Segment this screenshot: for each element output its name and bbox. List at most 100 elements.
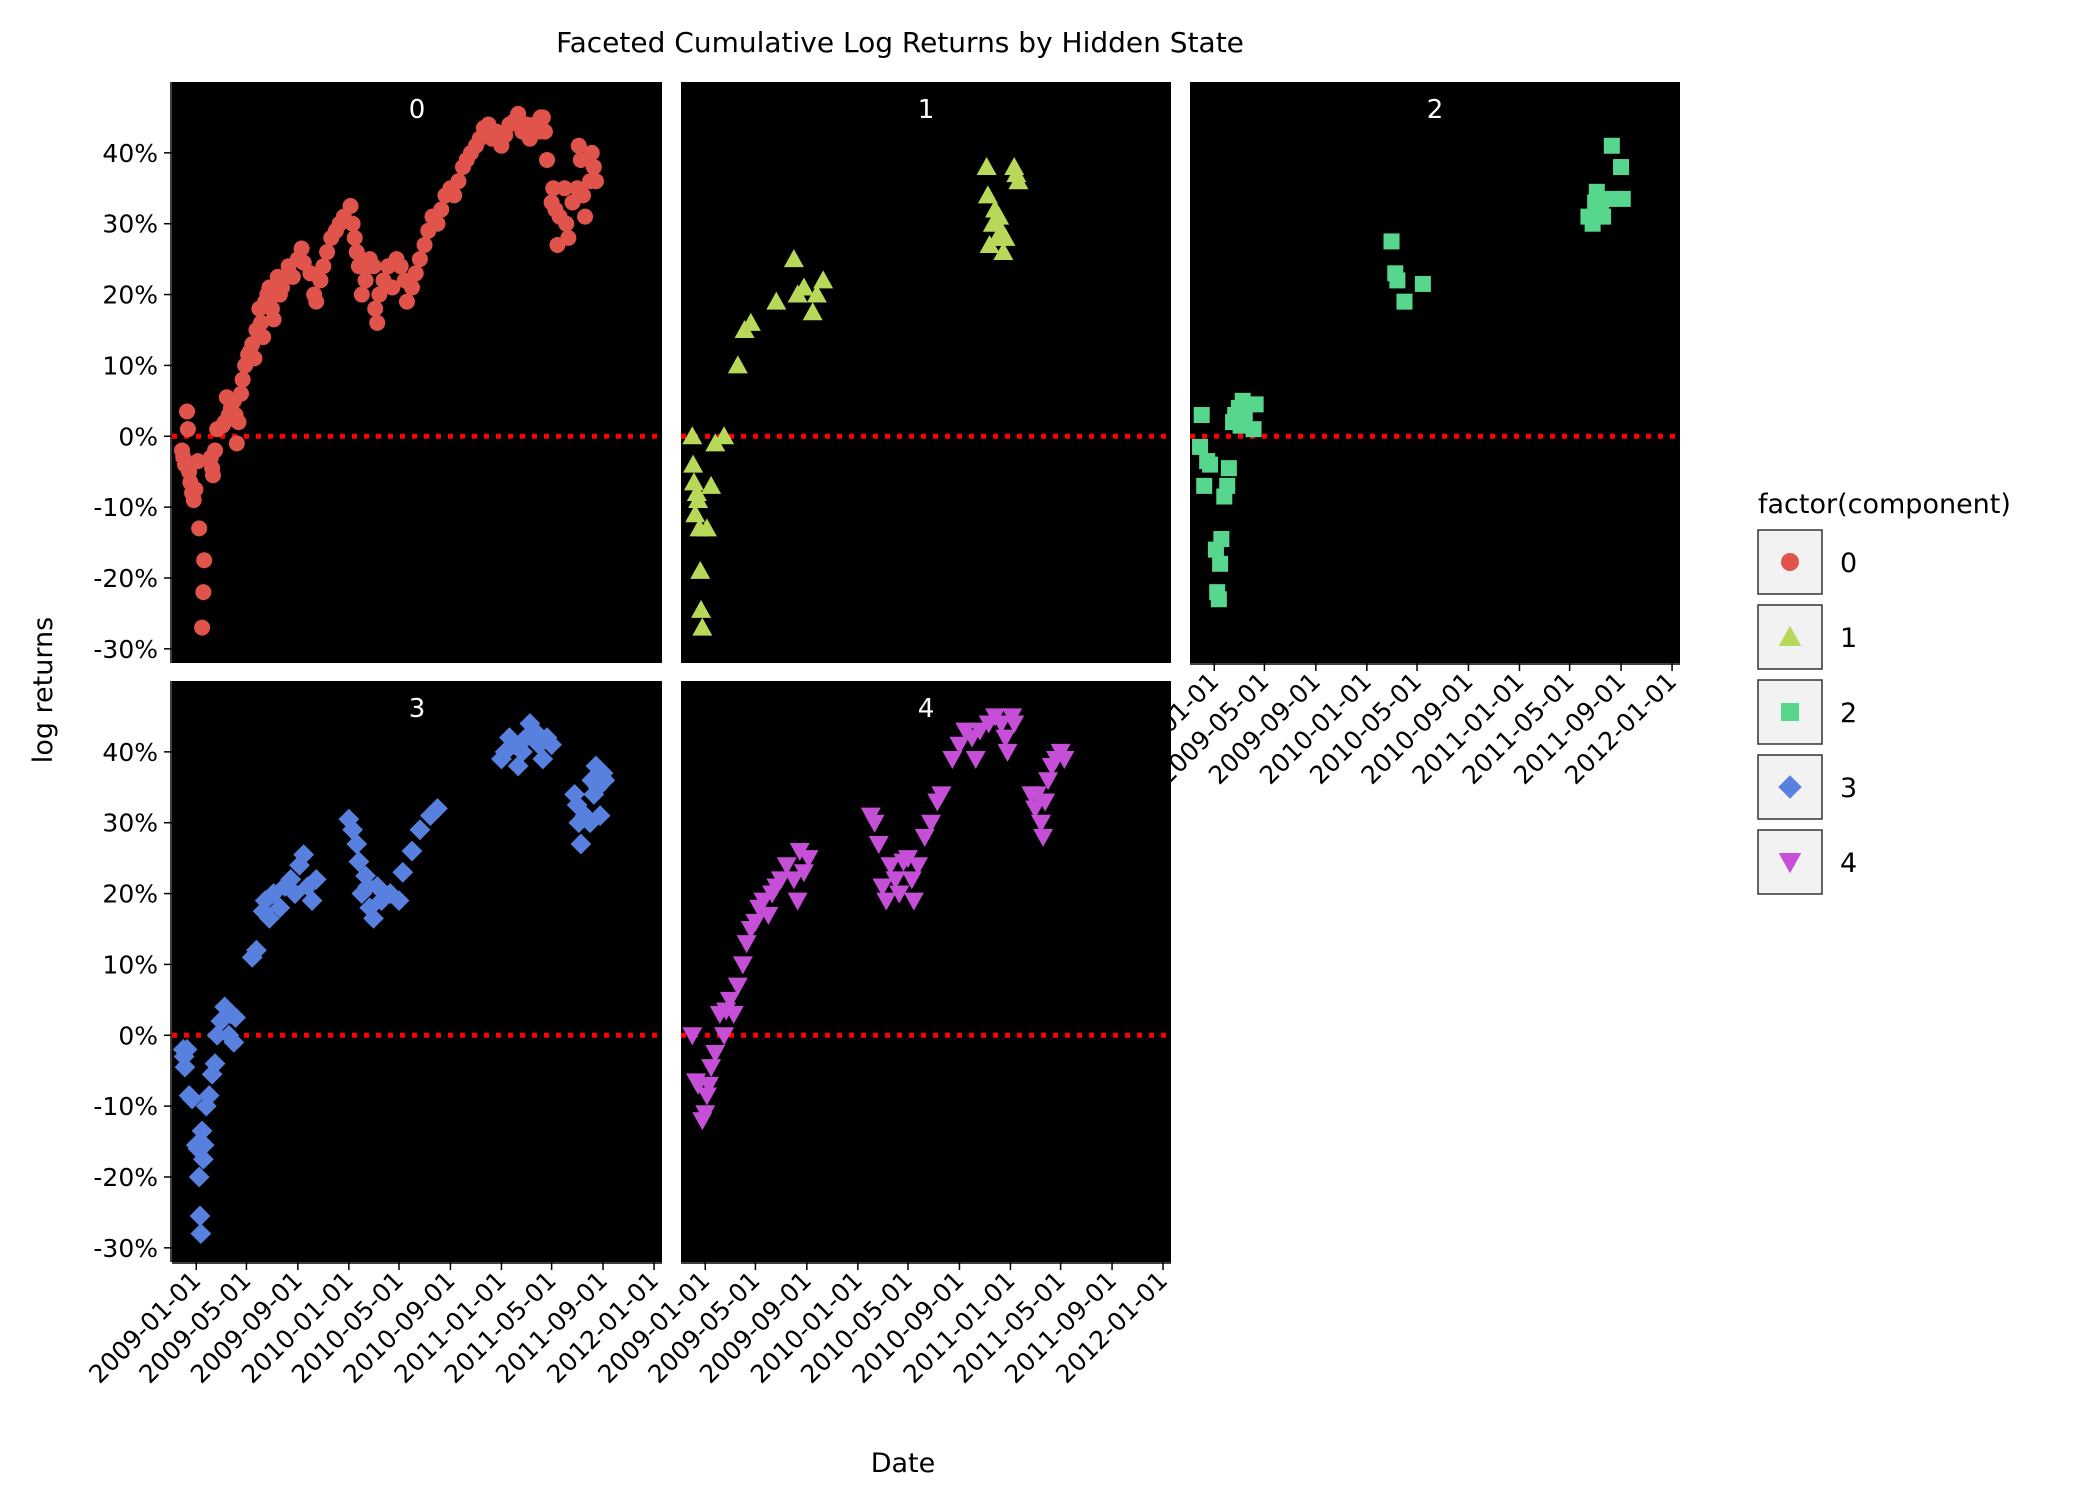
data-points — [174, 105, 604, 636]
data-point — [198, 1085, 220, 1106]
data-point — [1245, 421, 1262, 438]
data-point — [889, 885, 910, 904]
data-point — [872, 878, 893, 897]
data-point — [585, 159, 602, 176]
legend-marker — [1778, 775, 1802, 799]
legend-item-0: 0 — [1757, 529, 1857, 595]
data-point — [1202, 456, 1219, 473]
legend-label: 4 — [1840, 848, 1857, 879]
data-point — [556, 180, 573, 197]
data-point — [511, 741, 533, 763]
data-point — [301, 890, 323, 912]
y-tick-label: -30% — [93, 635, 158, 664]
data-points — [172, 713, 616, 1245]
data-point — [195, 584, 212, 601]
data-point — [246, 939, 267, 961]
data-point — [401, 840, 423, 862]
x-axis-title: Date — [871, 1448, 936, 1479]
data-point — [342, 197, 359, 214]
data-point — [416, 236, 433, 253]
data-point — [949, 736, 970, 755]
data-point — [348, 244, 365, 261]
data-point — [207, 442, 224, 459]
data-point — [688, 490, 709, 509]
data-point — [783, 871, 804, 890]
data-point — [187, 481, 204, 498]
y-axis: -30% -20% -10% 0% 10% 20% 30% 40% — [93, 82, 172, 664]
facet-panels: 0-30%-20%-10%0%10%20%30%40%122009-01-012… — [83, 82, 1682, 1389]
data-point — [685, 504, 706, 523]
data-point — [191, 1120, 213, 1142]
data-point — [1030, 814, 1051, 833]
facet-panel-4: 42009-01-012009-05-012009-09-012010-01-0… — [592, 681, 1173, 1389]
data-point — [1414, 275, 1431, 292]
data-point — [194, 619, 211, 636]
y-tick-label: -10% — [93, 1092, 158, 1121]
data-point — [965, 750, 986, 769]
y-tick-label: -30% — [93, 1234, 158, 1263]
data-point — [204, 467, 221, 484]
data-point — [269, 897, 291, 919]
data-point — [427, 798, 448, 819]
legend-marker — [1778, 625, 1802, 646]
data-point — [683, 472, 704, 491]
legend-item-2: 2 — [1757, 679, 1857, 745]
data-point — [189, 1205, 211, 1227]
data-point — [574, 187, 591, 204]
data-point — [536, 123, 553, 140]
data-point — [192, 1148, 214, 1170]
data-point — [696, 1087, 717, 1106]
data-point — [1035, 793, 1056, 812]
legend-title: factor(component) — [1758, 489, 2011, 520]
data-point — [305, 868, 327, 890]
data-point — [1192, 438, 1209, 455]
data-point — [246, 350, 263, 367]
data-point — [206, 1024, 228, 1046]
data-point — [682, 426, 703, 445]
data-point — [363, 907, 384, 929]
y-tick-label: 40% — [102, 139, 158, 168]
facet-strip-label: 3 — [409, 694, 426, 724]
y-tick-label: 30% — [102, 210, 158, 239]
data-point — [995, 729, 1016, 748]
data-point — [570, 833, 592, 855]
data-point — [993, 242, 1014, 261]
data-point — [446, 187, 463, 204]
legend-label: 3 — [1840, 773, 1857, 804]
y-tick-label: 20% — [102, 281, 158, 310]
data-point — [1212, 555, 1229, 572]
y-tick-label: -10% — [93, 493, 158, 522]
data-point — [921, 814, 942, 833]
data-point — [253, 314, 270, 331]
chart-title: Faceted Cumulative Log Returns by Hidden… — [556, 26, 1244, 59]
data-point — [541, 734, 563, 756]
panel-background — [681, 82, 1171, 663]
data-point — [1600, 190, 1617, 207]
data-point — [195, 1095, 217, 1117]
data-point — [787, 892, 808, 911]
data-point — [1247, 396, 1264, 413]
facet-strip-label: 4 — [918, 694, 935, 724]
data-point — [369, 314, 386, 331]
data-point — [969, 722, 990, 741]
y-axis: -30% -20% -10% 0% 10% 20% 30% 40% — [93, 681, 172, 1263]
data-point — [284, 268, 301, 285]
data-point — [1219, 477, 1236, 494]
data-point — [353, 286, 370, 303]
data-point — [403, 279, 420, 296]
legend-key-box — [1757, 829, 1823, 895]
legend-marker — [1781, 553, 1799, 571]
data-point — [570, 137, 587, 154]
data-point — [255, 329, 272, 346]
data-points — [682, 157, 1029, 636]
data-point — [976, 157, 997, 176]
data-point — [225, 1007, 246, 1028]
data-point — [1033, 828, 1054, 847]
data-point — [1196, 477, 1213, 494]
data-point — [1193, 407, 1210, 424]
y-tick-label: 0% — [118, 1021, 158, 1050]
data-point — [740, 312, 761, 331]
data-point — [188, 1166, 210, 1188]
data-point — [545, 180, 562, 197]
